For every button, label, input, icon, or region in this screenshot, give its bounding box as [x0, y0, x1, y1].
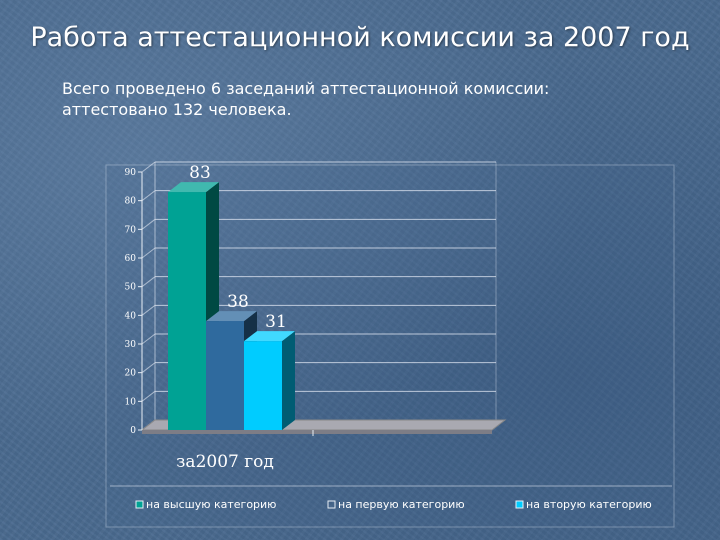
- value-label: 83: [189, 163, 211, 183]
- y-tick-label: 30: [125, 340, 137, 350]
- legend-swatch: [515, 500, 524, 509]
- value-label: 31: [265, 312, 287, 332]
- y-tick-label: 60: [125, 254, 137, 264]
- bar-front: [168, 192, 206, 430]
- y-tick-label: 50: [125, 283, 137, 293]
- y-tick-label: 10: [125, 397, 137, 407]
- gridline-depth: [141, 190, 156, 202]
- slide-body: Всего проведено 6 заседаний аттестационн…: [62, 78, 682, 120]
- gridline-depth: [141, 333, 156, 345]
- bar-front: [244, 341, 282, 430]
- gridline-depth: [141, 161, 156, 173]
- y-tick-label: 0: [130, 426, 136, 436]
- bar-top: [244, 331, 295, 342]
- body-line-1: Всего проведено 6 заседаний аттестационн…: [62, 79, 550, 98]
- bar-1: [168, 182, 219, 430]
- y-tick-label: 70: [125, 225, 137, 235]
- gridline-depth: [141, 362, 156, 374]
- legend-label: на первую категорию: [338, 498, 465, 511]
- slide-title: Работа аттестационной комиссии за 2007 г…: [30, 22, 690, 53]
- bar-top: [168, 182, 219, 193]
- bar-3: [244, 331, 295, 430]
- category-label: за2007 год: [176, 452, 274, 472]
- y-tick-label: 20: [125, 369, 137, 379]
- gridline-depth: [141, 276, 156, 288]
- gridline-depth: [141, 247, 156, 259]
- gridline-depth: [141, 390, 156, 402]
- value-label: 38: [227, 292, 249, 312]
- gridline-depth: [141, 218, 156, 230]
- legend-label: на высшую категорию: [146, 498, 276, 511]
- y-tick-label: 90: [125, 168, 137, 178]
- bar-front: [206, 321, 244, 430]
- gridline-depth: [141, 304, 156, 316]
- legend-swatch: [135, 500, 144, 509]
- bar-top: [206, 311, 257, 322]
- legend-label: на вторую категорию: [526, 498, 652, 511]
- body-line-2: аттестовано 132 человека.: [62, 100, 292, 119]
- legend-swatch: [327, 500, 336, 509]
- y-tick-label: 80: [125, 197, 137, 207]
- bar-side: [282, 331, 295, 430]
- y-tick-label: 40: [125, 311, 137, 321]
- chart-floor-edge: [142, 430, 492, 434]
